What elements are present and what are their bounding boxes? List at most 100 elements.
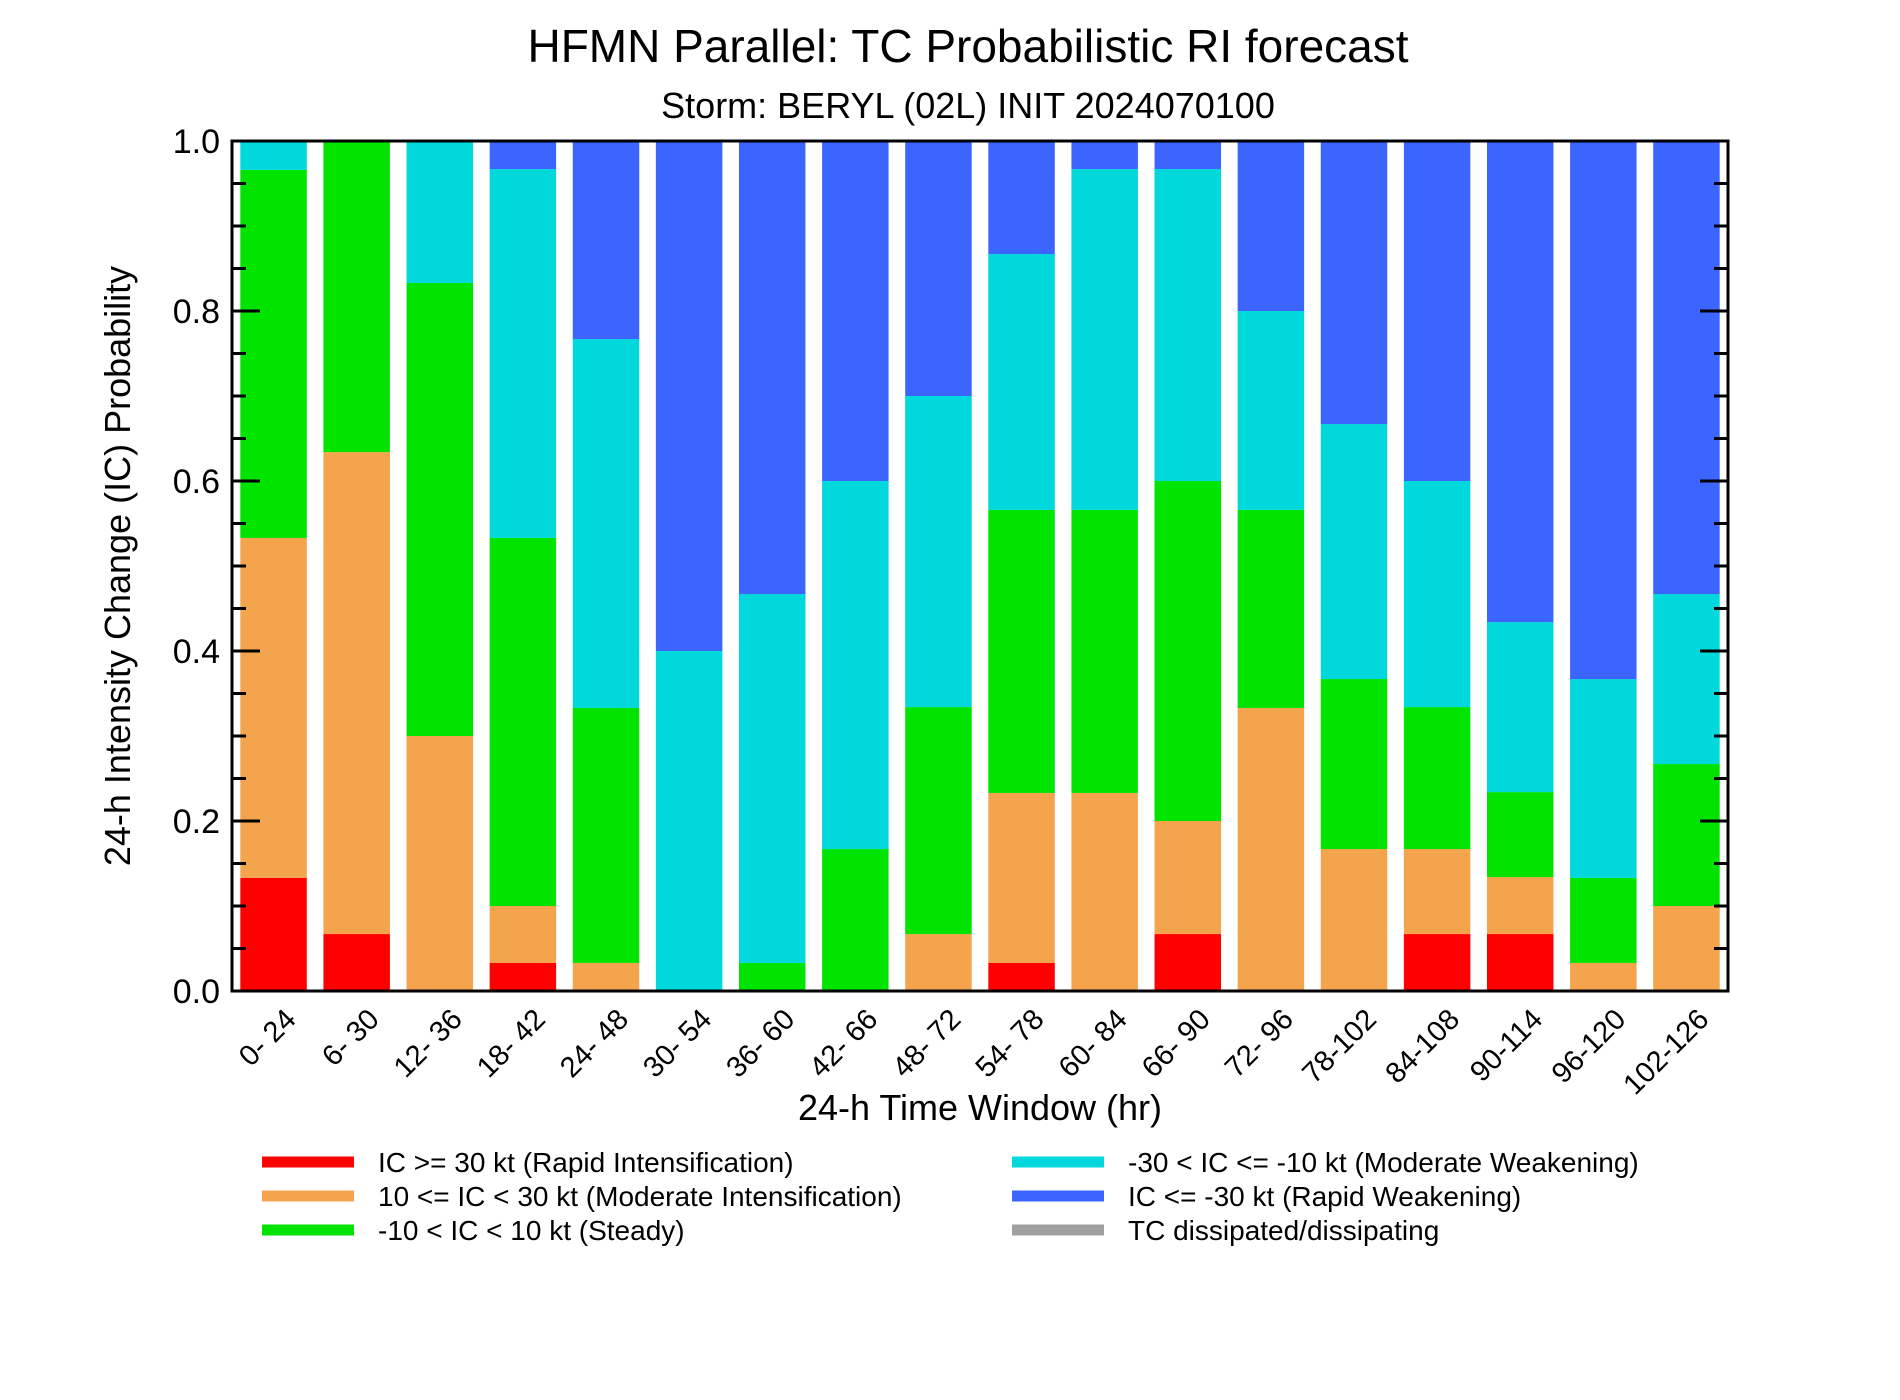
legend-label: -10 < IC < 10 kt (Steady) (378, 1215, 685, 1246)
bar-segment (905, 396, 972, 708)
x-tick-label: 18- 42 (471, 1003, 552, 1084)
x-tick-label: 0- 24 (233, 1003, 302, 1072)
bar-segment (572, 962, 640, 991)
bar-segment (489, 169, 557, 538)
bar-segment (1486, 622, 1554, 793)
x-tick-label: 84-108 (1380, 1003, 1466, 1089)
bar-segment (1320, 679, 1388, 850)
bar-segment (240, 537, 307, 878)
bar-segment (1071, 509, 1138, 793)
bar-segment (406, 141, 474, 283)
bar-segment (1154, 821, 1222, 935)
bar-segment (1320, 424, 1388, 680)
x-tick-label: 42- 66 (804, 1003, 885, 1084)
legend-label: IC <= -30 kt (Rapid Weakening) (1128, 1181, 1521, 1212)
bar-segment (1403, 707, 1471, 850)
bar-segment (323, 934, 390, 991)
legend-label: IC >= 30 kt (Rapid Intensification) (378, 1147, 794, 1178)
x-tick-label: 30- 54 (637, 1003, 718, 1084)
y-tick-label: 0.0 (173, 973, 220, 1011)
bar-segment (489, 141, 557, 170)
bar-segment (1237, 311, 1305, 510)
x-tick-label: 36- 60 (720, 1003, 801, 1084)
x-tick-label: 48- 72 (887, 1003, 968, 1084)
bar-segment (489, 906, 557, 963)
bar-segment (572, 141, 640, 340)
bar-segment (489, 962, 557, 991)
x-tick-label: 78-102 (1296, 1003, 1382, 1089)
x-tick-label: 54- 78 (970, 1003, 1051, 1084)
bar-segment (572, 707, 640, 963)
bar-segment (1486, 934, 1554, 991)
y-tick-label: 0.2 (173, 803, 220, 841)
bar-segment (738, 594, 806, 963)
bar-segment (1403, 934, 1471, 991)
bar-segment (240, 877, 307, 991)
y-axis-label: 24-h Intensity Change (IC) Probability (97, 266, 138, 866)
bar-segment (1403, 481, 1471, 708)
bar-segment (988, 254, 1055, 510)
bar-segment (323, 140, 390, 453)
bar-segment (905, 707, 972, 935)
bar-segment (655, 651, 723, 991)
bar-segment (1403, 141, 1471, 481)
x-tick-label: 6- 30 (316, 1003, 385, 1072)
bar-segment (988, 792, 1055, 963)
bar-segment (1653, 906, 1720, 991)
bar-segment (1403, 849, 1471, 935)
x-tick-label: 102-126 (1618, 1003, 1716, 1101)
legend-label: TC dissipated/dissipating (1128, 1215, 1439, 1246)
bar-segment (655, 141, 723, 651)
bar-segment (406, 736, 474, 991)
legend: IC >= 30 kt (Rapid Intensification)10 <=… (262, 1147, 1639, 1246)
bar-segment (988, 509, 1055, 793)
y-tick-label: 1.0 (173, 123, 220, 161)
x-axis-label: 24-h Time Window (hr) (798, 1087, 1162, 1128)
bar-segment (1237, 707, 1305, 991)
bar-segment (1320, 849, 1388, 991)
bar-segment (1570, 679, 1637, 878)
bar-segment (240, 169, 307, 538)
x-tick-label: 24- 48 (554, 1003, 635, 1084)
ticks-layer: 0.0 0.2 0.4 0.6 0.8 1.0 (173, 123, 1728, 1011)
bar-segment (822, 481, 889, 850)
bar-segment (822, 849, 889, 991)
chart-title: HFMN Parallel: TC Probabilistic RI forec… (527, 20, 1408, 72)
bar-segment (988, 141, 1055, 255)
bar-segment (1237, 141, 1305, 311)
chart-subtitle: Storm: BERYL (02L) INIT 2024070100 (661, 85, 1275, 126)
bar-segment (738, 962, 806, 991)
bar-segment (406, 282, 474, 736)
bar-segment (1237, 509, 1305, 708)
bar-segment (240, 141, 307, 170)
bar-segment (1570, 962, 1637, 991)
x-tick-label: 60- 84 (1053, 1003, 1134, 1084)
bar-segment (1486, 141, 1554, 623)
bar-segment (905, 934, 972, 991)
bar-segment (905, 141, 972, 396)
bar-segment (1071, 169, 1138, 510)
y-tick-label: 0.6 (173, 463, 220, 501)
bars-layer (240, 140, 1720, 991)
bar-segment (988, 962, 1055, 991)
bar-segment (1154, 169, 1222, 482)
bar-segment (1653, 141, 1720, 595)
bar-segment (1486, 877, 1554, 935)
bar-segment (1071, 792, 1138, 991)
bar-segment (1486, 792, 1554, 878)
x-tick-label: 72- 96 (1219, 1003, 1300, 1084)
bar-segment (572, 339, 640, 708)
x-tick-label: 90-114 (1464, 1003, 1549, 1088)
bar-segment (1154, 481, 1222, 821)
bar-segment (1653, 594, 1720, 765)
x-tick-label: 12- 36 (388, 1003, 469, 1084)
bar-segment (1653, 764, 1720, 906)
legend-label: -30 < IC <= -10 kt (Moderate Weakening) (1128, 1147, 1639, 1178)
bar-segment (1320, 141, 1388, 425)
bar-segment (738, 141, 806, 595)
bar-segment (1154, 934, 1222, 991)
bar-segment (1570, 877, 1637, 963)
y-tick-label: 0.8 (173, 293, 220, 331)
y-tick-label: 0.4 (173, 633, 220, 671)
